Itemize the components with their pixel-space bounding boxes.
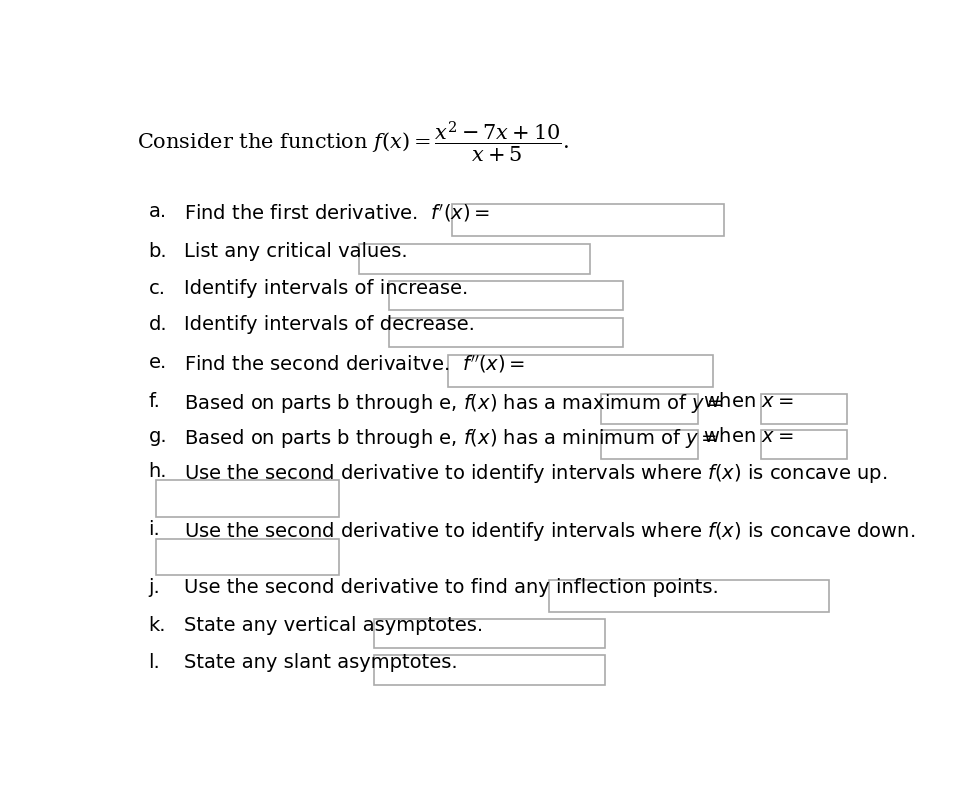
FancyBboxPatch shape bbox=[761, 430, 847, 459]
FancyBboxPatch shape bbox=[358, 245, 589, 274]
Text: Identify intervals of decrease.: Identify intervals of decrease. bbox=[184, 315, 474, 334]
FancyBboxPatch shape bbox=[388, 281, 623, 310]
FancyBboxPatch shape bbox=[388, 318, 623, 347]
Text: when $x =$: when $x =$ bbox=[702, 391, 793, 410]
FancyBboxPatch shape bbox=[601, 395, 698, 423]
Text: e.: e. bbox=[148, 353, 166, 372]
Text: c.: c. bbox=[148, 279, 165, 298]
Text: Find the second derivaitve.  $f''(x) =$: Find the second derivaitve. $f''(x) =$ bbox=[184, 353, 525, 376]
FancyBboxPatch shape bbox=[156, 480, 338, 517]
Text: Identify intervals of increase.: Identify intervals of increase. bbox=[184, 279, 467, 298]
Text: List any critical values.: List any critical values. bbox=[184, 242, 407, 261]
Text: h.: h. bbox=[148, 462, 167, 481]
Text: Use the second derivative to identify intervals where $f(x)$ is concave up.: Use the second derivative to identify in… bbox=[184, 462, 886, 485]
FancyBboxPatch shape bbox=[373, 655, 604, 684]
Text: j.: j. bbox=[148, 578, 160, 597]
Text: i.: i. bbox=[148, 520, 160, 539]
Text: d.: d. bbox=[148, 315, 167, 334]
Text: b.: b. bbox=[148, 242, 167, 261]
Text: when $x =$: when $x =$ bbox=[702, 427, 793, 446]
FancyBboxPatch shape bbox=[448, 355, 712, 387]
FancyBboxPatch shape bbox=[761, 395, 847, 423]
FancyBboxPatch shape bbox=[601, 430, 698, 459]
FancyBboxPatch shape bbox=[156, 538, 338, 575]
FancyBboxPatch shape bbox=[549, 580, 827, 612]
Text: Based on parts b through e, $f(x)$ has a maximum of $y =$: Based on parts b through e, $f(x)$ has a… bbox=[184, 391, 722, 414]
FancyBboxPatch shape bbox=[373, 619, 604, 648]
Text: Use the second derivative to find any inflection points.: Use the second derivative to find any in… bbox=[184, 578, 718, 597]
Text: g.: g. bbox=[148, 427, 167, 446]
Text: State any vertical asymptotes.: State any vertical asymptotes. bbox=[184, 616, 482, 635]
Text: State any slant asymptotes.: State any slant asymptotes. bbox=[184, 653, 456, 672]
Text: Based on parts b through e, $f(x)$ has a minimum of $y =$: Based on parts b through e, $f(x)$ has a… bbox=[184, 427, 716, 450]
FancyBboxPatch shape bbox=[452, 204, 724, 236]
Text: l.: l. bbox=[148, 653, 160, 672]
Text: Find the first derivative.  $f'(x) =$: Find the first derivative. $f'(x) =$ bbox=[184, 202, 489, 224]
Text: Use the second derivative to identify intervals where $f(x)$ is concave down.: Use the second derivative to identify in… bbox=[184, 520, 914, 543]
Text: Consider the function $f(x) = \dfrac{x^2 - 7x + 10}{x + 5}.$: Consider the function $f(x) = \dfrac{x^2… bbox=[136, 120, 568, 164]
Text: k.: k. bbox=[148, 616, 166, 635]
Text: f.: f. bbox=[148, 391, 160, 410]
Text: a.: a. bbox=[148, 202, 166, 222]
